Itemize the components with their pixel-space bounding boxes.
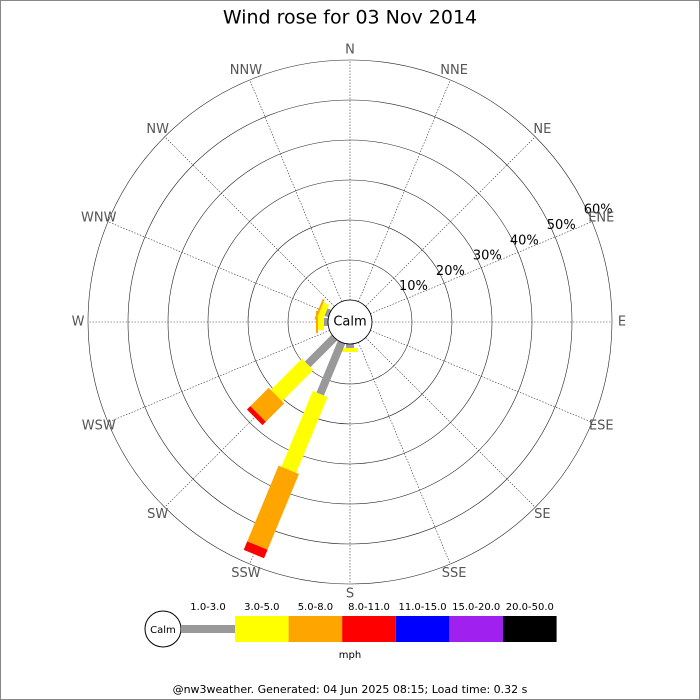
spoke xyxy=(358,342,451,565)
direction-label: NNW xyxy=(230,63,262,78)
direction-label: SW xyxy=(147,507,168,522)
direction-label: WNW xyxy=(81,210,117,225)
bar-segment xyxy=(314,298,325,320)
ring-label: 60% xyxy=(584,203,613,218)
bar-segment xyxy=(342,348,358,352)
legend-label: 5.0-8.0 xyxy=(298,602,333,613)
direction-label: WSW xyxy=(82,419,116,434)
calm-label: Calm xyxy=(333,315,366,330)
spoke xyxy=(370,221,593,314)
bar-segment xyxy=(304,334,338,368)
legend-unit: mph xyxy=(339,650,361,661)
legend-label: 8.0-11.0 xyxy=(348,602,390,613)
ring-label: 50% xyxy=(547,218,576,233)
bar-segment xyxy=(243,541,268,559)
bar-segment xyxy=(346,344,354,348)
chart-title: Wind rose for 03 Nov 2014 xyxy=(223,7,477,29)
spoke xyxy=(358,79,451,302)
legend-swatch xyxy=(395,616,450,642)
legend-swatch xyxy=(181,625,235,633)
bar-segment xyxy=(324,308,332,318)
calm-circle xyxy=(327,299,373,345)
direction-label: W xyxy=(72,315,85,330)
legend-swatch xyxy=(235,616,289,642)
spoke xyxy=(164,136,335,307)
legend-swatch xyxy=(503,616,557,642)
spoke xyxy=(107,221,330,314)
ring xyxy=(127,99,573,545)
spoke xyxy=(365,337,536,508)
spoke xyxy=(370,330,593,423)
direction-label: SE xyxy=(534,507,550,522)
legend-swatch xyxy=(342,616,396,642)
direction-label: S xyxy=(346,587,354,602)
footer: @nw3weather. Generated: 04 Jun 2025 08:1… xyxy=(173,683,528,696)
bar-segment xyxy=(246,406,266,426)
bar-segment xyxy=(316,340,346,396)
legend-swatch xyxy=(288,616,343,642)
legend-label: 3.0-5.0 xyxy=(244,602,279,613)
ring-label: 30% xyxy=(473,249,502,264)
direction-label: SSW xyxy=(231,566,261,581)
legend-swatch xyxy=(449,616,503,642)
spoke xyxy=(249,79,342,302)
legend-label: 1.0-3.0 xyxy=(190,602,225,613)
legend-calm-label: Calm xyxy=(150,625,176,636)
ring xyxy=(87,59,613,585)
legend-label: 20.0-50.0 xyxy=(506,602,554,613)
bar-segment xyxy=(247,465,299,550)
bar-segment xyxy=(317,302,330,320)
ring-label: 20% xyxy=(436,264,465,279)
ring-label: 10% xyxy=(399,279,428,294)
ring xyxy=(247,219,453,425)
direction-label: E xyxy=(618,315,626,330)
direction-label: NW xyxy=(146,122,169,137)
ring-label: 40% xyxy=(510,233,539,248)
legend-label: 11.0-15.0 xyxy=(399,602,447,613)
direction-label: SSE xyxy=(442,566,467,581)
bar-segment xyxy=(324,318,328,326)
spoke xyxy=(107,330,330,423)
direction-label: ESE xyxy=(589,419,614,434)
direction-label: NNE xyxy=(440,63,468,78)
direction-label: N xyxy=(345,43,355,58)
spoke xyxy=(365,136,536,307)
bar-segment xyxy=(270,358,314,402)
direction-label: NE xyxy=(533,122,551,137)
bar-segment xyxy=(250,387,285,422)
bar-segment xyxy=(281,391,328,473)
legend-label: 15.0-20.0 xyxy=(452,602,500,613)
direction-label: ENE xyxy=(588,210,614,225)
